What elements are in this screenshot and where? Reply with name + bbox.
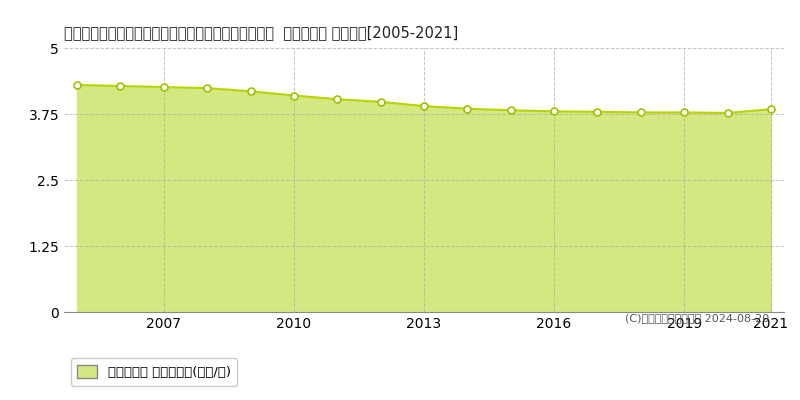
Text: (C)土地価格ドットコム 2024-08-20: (C)土地価格ドットコム 2024-08-20	[626, 312, 770, 322]
Legend: 基準地価格 平均坪単価(万円/坪): 基準地価格 平均坪単価(万円/坪)	[70, 358, 237, 386]
Text: 栃木県下都賀郡壬生町大字下稲葉字釜ヶ渕６４番１外  基準地価格 地価推移[2005-2021]: 栃木県下都賀郡壬生町大字下稲葉字釜ヶ渕６４番１外 基準地価格 地価推移[2005…	[64, 25, 458, 40]
